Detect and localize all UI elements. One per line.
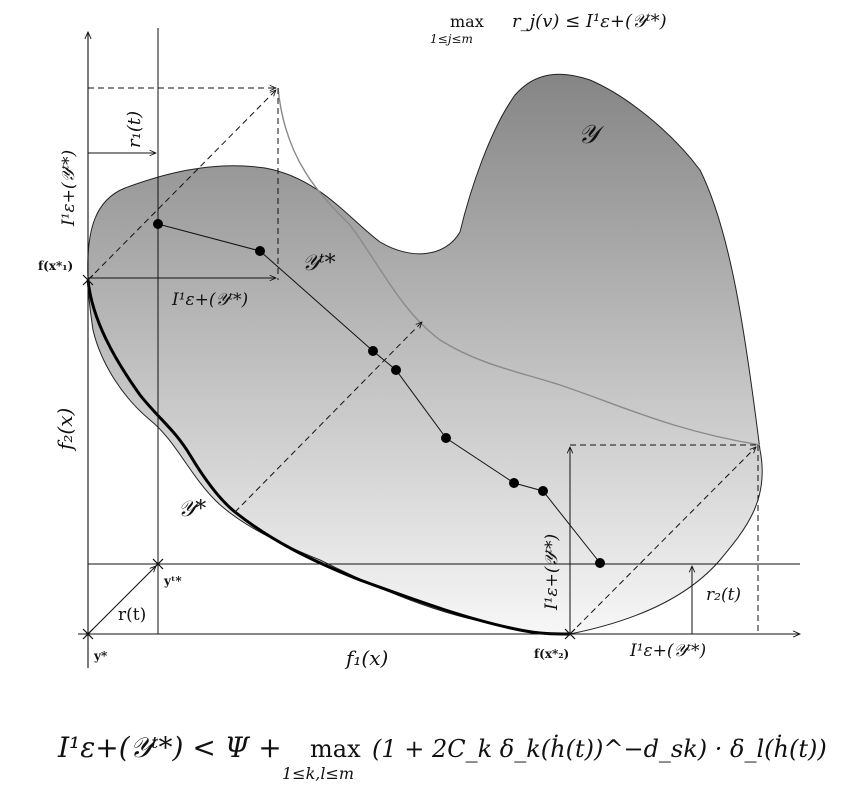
pareto-front-Ystar (86, 279, 571, 636)
label-I-bottom-horizontal: I¹ε+(𝒴ᵗ*) (629, 641, 706, 661)
top-condition-rest: r_j(v) ≤ I¹ε+(𝒴ᵗ*) (512, 11, 667, 32)
label-r: r(t) (118, 605, 146, 625)
point (595, 558, 605, 568)
label-Yt: 𝒴ᵗ* (302, 251, 336, 276)
label-fx2: f(x*₂) (534, 647, 569, 661)
central-diagonal (234, 322, 422, 513)
formula-lhs: I¹ε+(𝒴ᵗ*) < Ψ + (57, 731, 282, 764)
point (153, 219, 163, 229)
point (538, 486, 548, 496)
region-Y (87, 73, 763, 635)
label-fx1: f(x*₁) (38, 259, 73, 273)
formula-range: 1≤k,l≤m (282, 764, 354, 783)
point-path (157, 223, 601, 564)
label-Ystar: 𝒴* (178, 497, 206, 522)
point (391, 365, 401, 375)
cross-fx2 (564, 628, 576, 640)
cross-ystar (82, 628, 94, 640)
label-yt: yᵗ* (163, 574, 182, 588)
cross-yt (152, 558, 164, 570)
label-ystar: y* (93, 649, 108, 663)
point (509, 478, 519, 488)
cross-fx1 (82, 274, 94, 286)
top-condition-max: max (450, 12, 484, 31)
point (441, 433, 451, 443)
formula-rhs: (1 + 2C_k δ_k(ḣ(t))^−d_sk) · δ_l(ḣ(t)) (372, 734, 827, 763)
label-I-right-vertical: I¹ε+(𝒴ᵗ*) (542, 534, 562, 611)
label-r2: r₂(t) (706, 585, 741, 605)
cross-markers (82, 274, 576, 640)
r-vector (87, 566, 156, 635)
label-r1: r₁(t) (124, 111, 145, 148)
formula-max: max (310, 735, 361, 763)
label-f1: f₁(x) (344, 646, 388, 670)
label-I-left-horizontal: I¹ε+(𝒴ᵗ*) (171, 290, 248, 310)
point (255, 246, 265, 256)
top-condition-range: 1≤j≤m (430, 32, 473, 46)
label-f2: f₂(x) (53, 408, 77, 452)
label-I-top-vertical: I¹ε+(𝒴ᵗ*) (59, 150, 79, 227)
points (153, 219, 605, 568)
top-box-diagonal (87, 90, 276, 281)
right-box-diagonal (569, 447, 756, 635)
point (368, 346, 378, 356)
approximation-curve (277, 87, 761, 446)
